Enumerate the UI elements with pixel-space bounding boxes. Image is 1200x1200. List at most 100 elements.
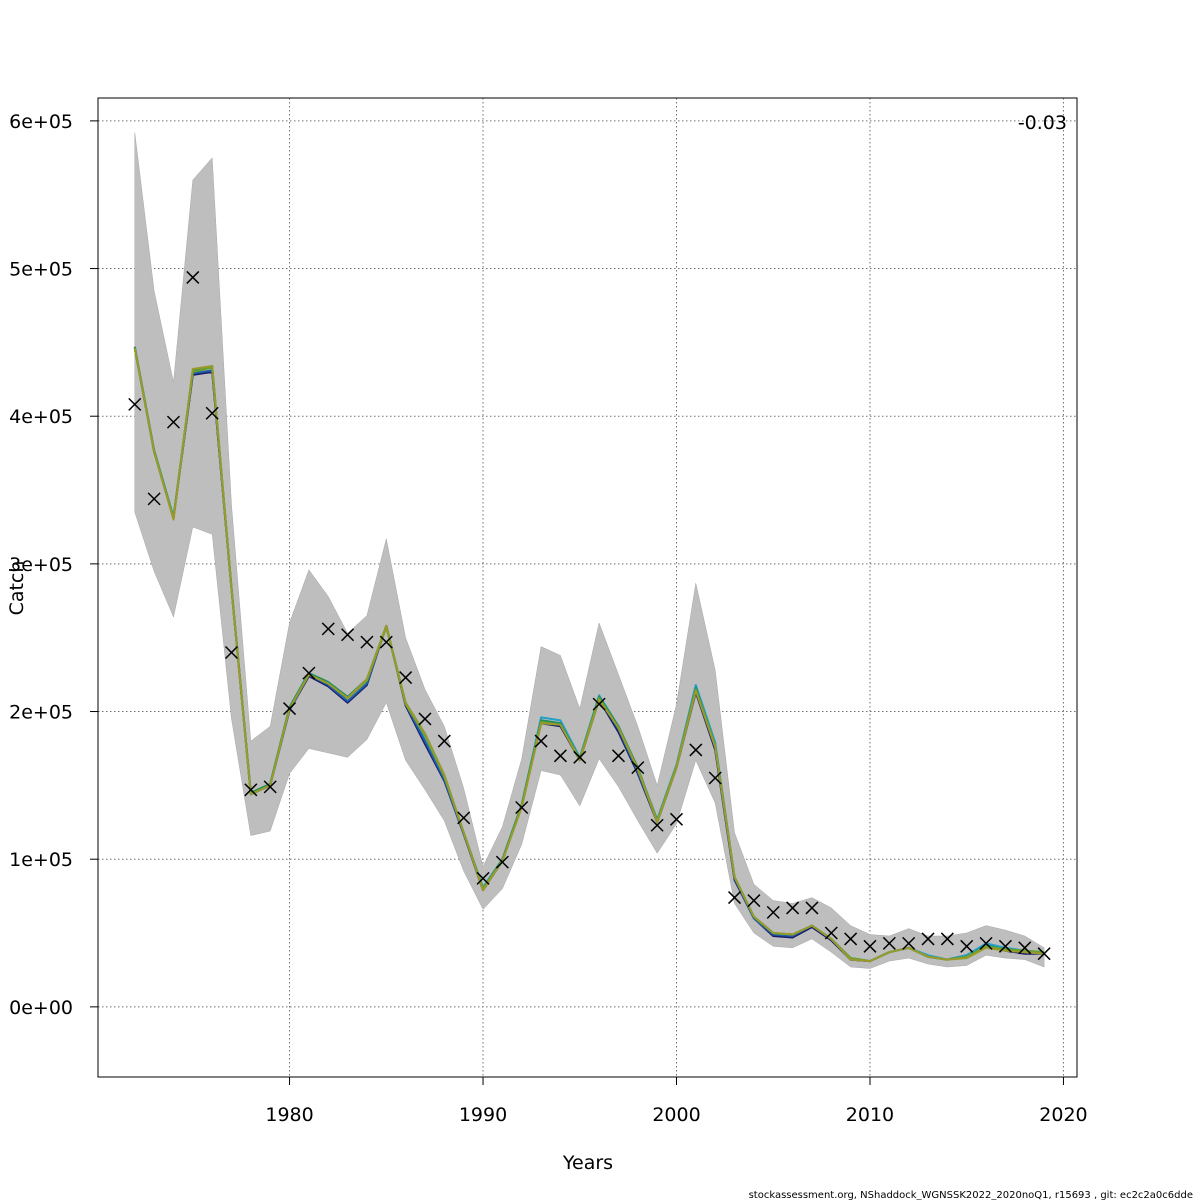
marker-stroke xyxy=(263,780,277,794)
observed-point-marker xyxy=(166,415,180,429)
marker-stroke xyxy=(321,622,335,636)
x-tick-label: 2010 xyxy=(846,1104,894,1126)
observed-point-marker xyxy=(882,936,896,950)
marker-stroke xyxy=(379,635,393,649)
observed-point-marker xyxy=(611,749,625,763)
marker-stroke xyxy=(631,761,645,775)
observed-point-marker xyxy=(921,932,935,946)
confidence-band xyxy=(134,132,1045,969)
marker-stroke xyxy=(360,635,374,649)
marker-stroke xyxy=(940,932,954,946)
marker-stroke xyxy=(147,492,161,506)
marker-stroke xyxy=(708,771,722,785)
marker-stroke xyxy=(979,936,993,950)
observed-point-marker xyxy=(224,645,239,660)
marker-stroke xyxy=(766,905,780,919)
observed-point-marker xyxy=(747,894,761,908)
marker-stroke xyxy=(553,749,567,763)
observed-catch-points xyxy=(128,270,1051,961)
observed-point-marker xyxy=(147,492,161,506)
marker-stroke xyxy=(128,397,142,411)
observed-point-marker xyxy=(1037,947,1051,961)
observed-point-marker xyxy=(341,628,355,642)
observed-point-marker xyxy=(263,780,277,794)
observed-point-marker xyxy=(283,702,297,716)
footer-credit: stockassessment.org, NShaddock_WGNSSK202… xyxy=(749,1190,1193,1200)
marker-stroke xyxy=(863,939,877,953)
y-tick-label: 5e+05 xyxy=(9,259,73,281)
series-line xyxy=(133,348,1045,963)
observed-point-marker xyxy=(805,901,819,915)
marker-stroke xyxy=(515,800,529,815)
observed-point-marker xyxy=(902,936,916,950)
x-axis-title: Years xyxy=(562,1152,613,1174)
gridlines xyxy=(98,98,1077,1077)
marker-stroke xyxy=(921,932,935,946)
series-line xyxy=(133,348,1045,963)
x-tick-label: 2020 xyxy=(1039,1104,1087,1126)
marker-stroke xyxy=(824,926,838,940)
marker-stroke xyxy=(902,936,916,950)
series-line xyxy=(133,348,1045,963)
marker-stroke xyxy=(437,734,451,748)
y-axis: 0e+00 1e+05 2e+05 3e+05 4e+05 5e+05 6e+05 xyxy=(9,111,98,1019)
y-axis-title: Catch xyxy=(6,561,28,616)
marker-stroke xyxy=(495,855,509,869)
marker-stroke xyxy=(534,734,548,748)
marker-stroke xyxy=(166,415,180,429)
observed-point-marker xyxy=(302,666,316,680)
series-line xyxy=(133,346,1045,963)
observed-point-marker xyxy=(960,939,974,953)
observed-point-marker xyxy=(186,270,200,284)
observed-point-marker xyxy=(553,749,567,763)
x-tick-label: 2000 xyxy=(652,1104,700,1126)
model-series xyxy=(133,346,1045,963)
observed-point-marker xyxy=(128,397,142,411)
observed-point-marker xyxy=(940,932,954,946)
observed-point-marker xyxy=(669,812,684,826)
marker-stroke xyxy=(418,712,432,726)
observed-point-marker xyxy=(824,926,838,940)
series-line xyxy=(133,346,1045,963)
x-tick-label: 1980 xyxy=(265,1104,313,1126)
observed-point-marker xyxy=(573,750,587,764)
confidence-band-area xyxy=(134,132,1045,969)
observed-point-marker xyxy=(205,406,219,420)
observed-point-marker xyxy=(495,855,509,869)
marker-stroke xyxy=(998,939,1012,953)
marker-stroke xyxy=(341,628,355,642)
marker-stroke xyxy=(224,645,239,660)
marker-stroke xyxy=(805,901,819,915)
x-axis: 1980 1990 2000 2010 2020 xyxy=(265,1077,1088,1126)
observed-point-marker xyxy=(534,734,548,748)
marker-stroke xyxy=(650,818,664,832)
marker-stroke xyxy=(882,936,896,950)
observed-point-marker xyxy=(379,635,393,649)
marker-stroke xyxy=(283,702,297,716)
marker-stroke xyxy=(728,891,742,905)
observed-point-marker xyxy=(979,936,993,950)
marker-stroke xyxy=(186,270,200,284)
y-tick-label: 6e+05 xyxy=(9,111,73,133)
observed-point-marker xyxy=(592,697,606,711)
observed-point-marker xyxy=(863,939,877,953)
observed-point-marker xyxy=(786,901,800,915)
observed-point-marker xyxy=(631,761,645,775)
x-tick-label: 1990 xyxy=(459,1104,507,1126)
observed-point-marker xyxy=(766,905,780,919)
observed-point-marker xyxy=(399,671,413,685)
marker-stroke xyxy=(476,871,490,885)
plot-frame xyxy=(97,97,1078,1078)
y-tick-label: 1e+05 xyxy=(9,849,73,871)
observed-point-marker xyxy=(457,811,471,825)
marker-stroke xyxy=(244,783,258,797)
observed-point-marker xyxy=(650,818,664,832)
y-tick-label: 4e+05 xyxy=(9,406,73,428)
observed-point-marker xyxy=(244,783,258,797)
series-line xyxy=(133,348,1045,963)
observed-point-marker xyxy=(418,712,432,726)
y-tick-label: 0e+00 xyxy=(9,997,73,1019)
correlation-annotation: -0.03 xyxy=(1018,112,1067,134)
observed-point-marker xyxy=(360,635,374,649)
